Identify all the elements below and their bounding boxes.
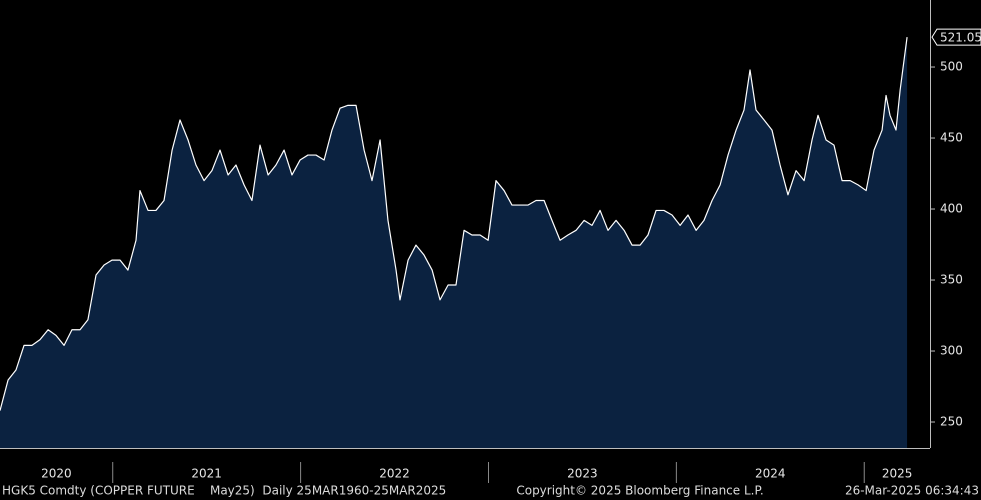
x-tick-label: 2024 <box>755 467 786 481</box>
y-tick-label: 300 <box>940 344 963 358</box>
footer-right: 26-Mar-2025 06:34:43 <box>845 484 979 498</box>
last-value-box <box>931 28 981 46</box>
footer-left: HGK5 Comdty (COPPER FUTURE May25) Daily … <box>2 484 446 498</box>
x-tick-label: 2023 <box>567 467 598 481</box>
y-tick-label: 450 <box>940 131 963 145</box>
x-tick-label: 2021 <box>191 467 222 481</box>
price-line <box>0 37 908 411</box>
y-tick-label: 500 <box>940 60 963 74</box>
area-fill <box>0 37 908 448</box>
y-tick-label: 400 <box>940 202 963 216</box>
y-tick-label: 250 <box>940 415 963 429</box>
last-value-label: 521.05 <box>940 31 981 45</box>
y-tick-label: 350 <box>940 273 963 287</box>
footer-center: Copyright© 2025 Bloomberg Finance L.P. <box>516 484 763 498</box>
x-tick-label: 2025 <box>882 467 913 481</box>
x-tick-label: 2020 <box>41 467 72 481</box>
x-tick-label: 2022 <box>379 467 410 481</box>
